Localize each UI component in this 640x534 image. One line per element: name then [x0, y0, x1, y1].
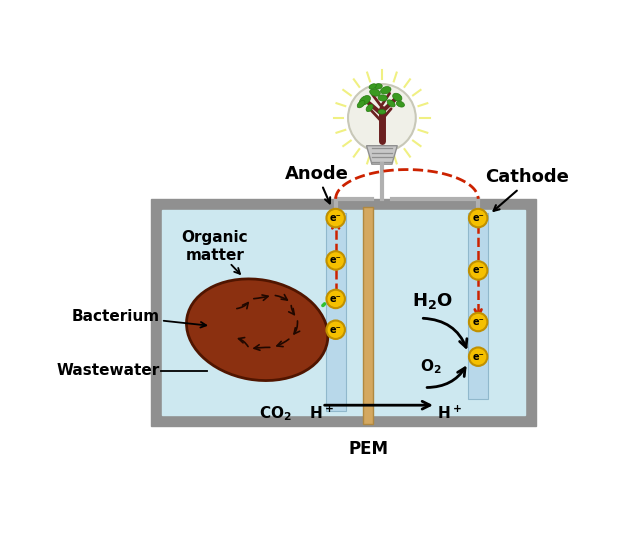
- Text: e⁻: e⁻: [472, 317, 484, 327]
- Text: Anode: Anode: [285, 165, 348, 183]
- Polygon shape: [367, 146, 397, 164]
- Circle shape: [469, 261, 488, 280]
- Text: Organic
matter: Organic matter: [182, 230, 248, 263]
- Ellipse shape: [381, 87, 391, 94]
- Ellipse shape: [378, 95, 387, 101]
- Ellipse shape: [369, 84, 376, 89]
- Text: PEM: PEM: [348, 440, 388, 458]
- Text: e⁻: e⁻: [472, 352, 484, 362]
- Ellipse shape: [374, 84, 382, 89]
- Text: $\mathbf{H^+}$: $\mathbf{H^+}$: [310, 405, 334, 422]
- Text: Wastewater: Wastewater: [57, 363, 160, 378]
- Ellipse shape: [393, 93, 402, 101]
- Circle shape: [469, 209, 488, 227]
- Ellipse shape: [366, 104, 373, 112]
- Text: $\mathbf{H^+}$: $\mathbf{H^+}$: [437, 405, 462, 422]
- Circle shape: [326, 251, 345, 270]
- Ellipse shape: [387, 100, 395, 107]
- Circle shape: [326, 289, 345, 308]
- Text: $\mathbf{H_2O}$: $\mathbf{H_2O}$: [412, 291, 452, 311]
- Text: e⁻: e⁻: [330, 325, 342, 335]
- Circle shape: [326, 320, 345, 339]
- Ellipse shape: [186, 279, 328, 381]
- Ellipse shape: [396, 101, 404, 107]
- Circle shape: [469, 348, 488, 366]
- Text: e⁻: e⁻: [472, 265, 484, 276]
- Text: Cathode: Cathode: [484, 168, 568, 186]
- Circle shape: [469, 313, 488, 331]
- Circle shape: [348, 84, 416, 152]
- Text: e⁻: e⁻: [330, 213, 342, 223]
- Text: Bacterium: Bacterium: [72, 309, 160, 324]
- Ellipse shape: [357, 100, 365, 108]
- Ellipse shape: [370, 89, 380, 96]
- FancyBboxPatch shape: [363, 207, 373, 425]
- FancyBboxPatch shape: [468, 213, 488, 399]
- Text: e⁻: e⁻: [472, 213, 484, 223]
- FancyBboxPatch shape: [151, 199, 536, 426]
- Ellipse shape: [378, 109, 386, 114]
- FancyBboxPatch shape: [162, 210, 525, 415]
- Text: e⁻: e⁻: [330, 255, 342, 265]
- Text: $\mathbf{CO_2}$: $\mathbf{CO_2}$: [259, 404, 292, 423]
- Ellipse shape: [360, 96, 371, 105]
- Text: $\mathbf{O_2}$: $\mathbf{O_2}$: [420, 357, 441, 376]
- Text: e⁻: e⁻: [330, 294, 342, 304]
- FancyBboxPatch shape: [326, 213, 346, 411]
- Circle shape: [326, 209, 345, 227]
